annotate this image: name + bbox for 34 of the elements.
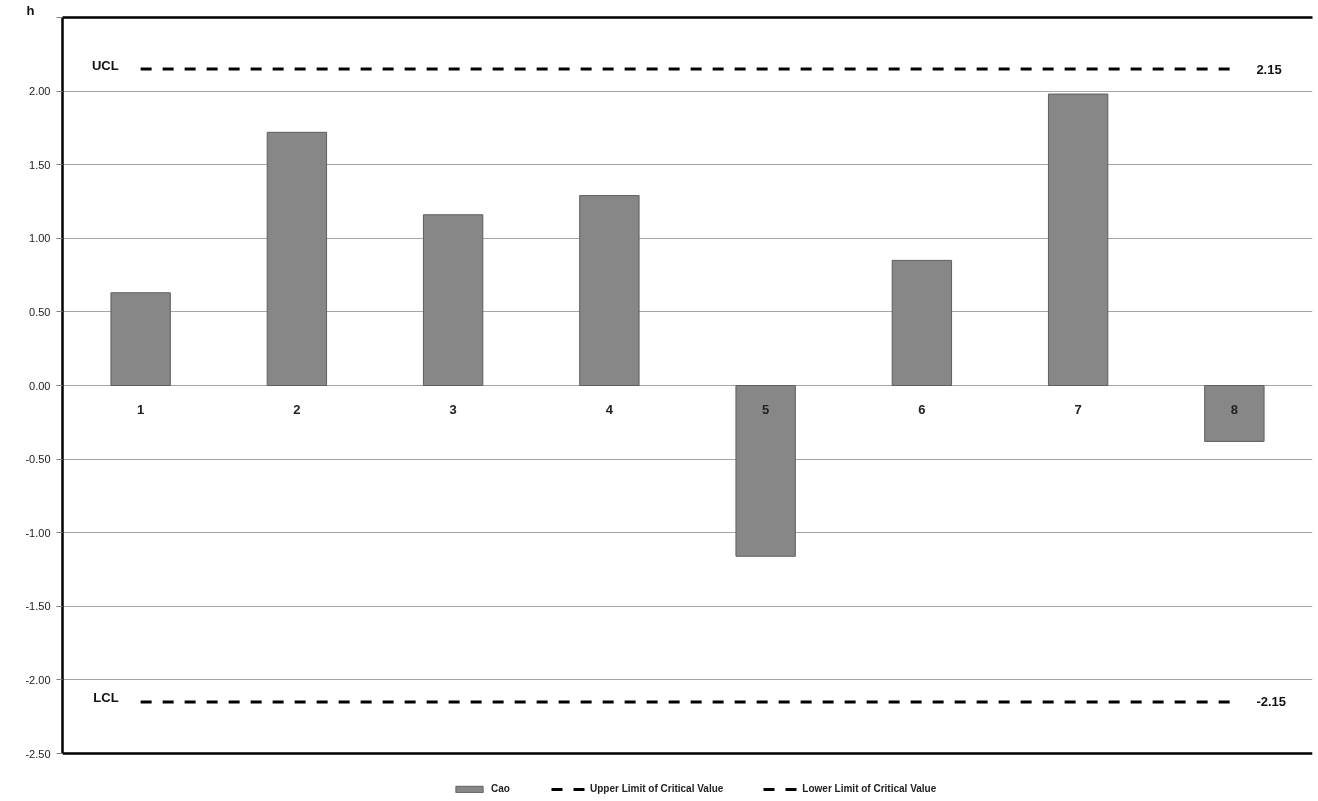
legend-label: Cao xyxy=(491,783,511,794)
x-tick-label: 4 xyxy=(605,402,614,417)
y-tick-label: 1.50 xyxy=(29,158,51,171)
bar xyxy=(1047,93,1109,386)
data-label: -2.15 xyxy=(1256,694,1287,710)
bar xyxy=(891,259,953,386)
legend-label: Upper Limit of Critical Value xyxy=(590,783,724,794)
x-tick-label: 8 xyxy=(1230,402,1238,417)
y-tick-label: 0.50 xyxy=(29,305,51,318)
y-tick-label: 1.00 xyxy=(29,232,51,245)
x-tick-label: 3 xyxy=(449,402,457,417)
bar xyxy=(110,292,171,386)
data-label: 2.15 xyxy=(1256,61,1282,77)
bar xyxy=(266,131,328,386)
legend-label: Lower Limit of Critical Value xyxy=(802,783,937,794)
y-tick-label: -2.50 xyxy=(25,747,51,760)
bar xyxy=(735,385,796,557)
x-tick-label: 1 xyxy=(137,402,145,417)
x-tick-label: 2 xyxy=(293,402,301,417)
y-tick-label: -1.50 xyxy=(25,600,51,613)
y-tick-label: -1.00 xyxy=(25,526,51,539)
y-tick-label: 0.00 xyxy=(29,379,51,392)
annotation: UCL xyxy=(91,57,119,73)
bar xyxy=(422,214,484,386)
x-tick-label: 7 xyxy=(1074,402,1082,417)
y-tick-label: -0.50 xyxy=(25,453,51,466)
x-tick-label: 5 xyxy=(762,402,770,417)
bar xyxy=(1204,385,1265,442)
y-tick-label: 2.00 xyxy=(29,85,51,98)
y-tick-label: -2.00 xyxy=(25,673,51,686)
y-axis-title: h xyxy=(26,2,35,18)
bar xyxy=(579,195,640,386)
x-tick-label: 6 xyxy=(918,402,926,417)
annotation: LCL xyxy=(93,690,119,706)
